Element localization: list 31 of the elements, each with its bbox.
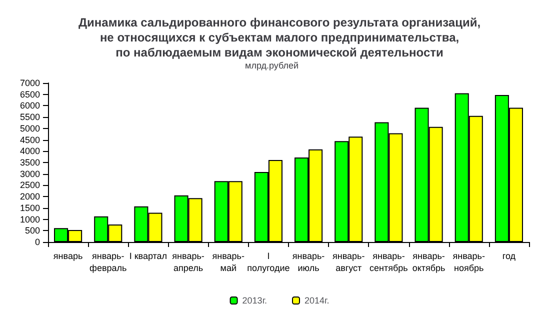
y-tick-label: 6000 xyxy=(20,100,40,111)
x-tick-label: I квартал xyxy=(129,251,168,261)
y-tick-label: 5500 xyxy=(20,112,40,122)
y-tick-label: 3500 xyxy=(20,158,40,168)
x-tick-label: январь- ноябрь xyxy=(452,251,485,273)
x-tick-label: январь- май xyxy=(212,251,244,273)
y-tick-label: 7000 xyxy=(20,78,40,88)
chart-subtitle: млрд.рублей xyxy=(245,60,299,70)
x-tick-label: январь- апрель xyxy=(172,251,204,273)
y-tick-label: 2000 xyxy=(20,192,40,202)
y-tick-label: 1000 xyxy=(20,214,40,224)
y-tick-label: 4000 xyxy=(20,146,40,156)
x-tick-label: год xyxy=(502,251,516,261)
y-tick-label: 500 xyxy=(24,226,40,236)
x-tick-label: I полугодие xyxy=(247,251,290,273)
x-tick-label: январь- сентябрь xyxy=(370,251,408,273)
y-tick-label: 3000 xyxy=(20,168,40,179)
legend-label: 2014г. xyxy=(304,296,330,306)
x-tick-label: январь- июль xyxy=(292,251,325,273)
y-tick-label: 5000 xyxy=(20,123,40,134)
y-tick-label: 1500 xyxy=(20,202,40,213)
y-tick-label: 4500 xyxy=(20,134,40,145)
y-tick-label: 0 xyxy=(34,237,40,247)
chart-title: Динамика сальдированного финансового результата организаций, не относящихся к субъектам малого предпринимательства, по наблюдаемым видам экономической деятельности xyxy=(78,16,481,60)
x-tick-label: январь- август xyxy=(332,251,365,273)
x-tick-label: январь xyxy=(53,251,83,261)
y-tick-label: 2500 xyxy=(20,180,40,190)
y-tick-label: 6500 xyxy=(20,89,40,100)
legend-label: 2013г. xyxy=(242,296,268,306)
x-tick-label: январь- октябрь xyxy=(412,251,446,273)
x-tick-label: январь- февраль xyxy=(90,251,127,273)
